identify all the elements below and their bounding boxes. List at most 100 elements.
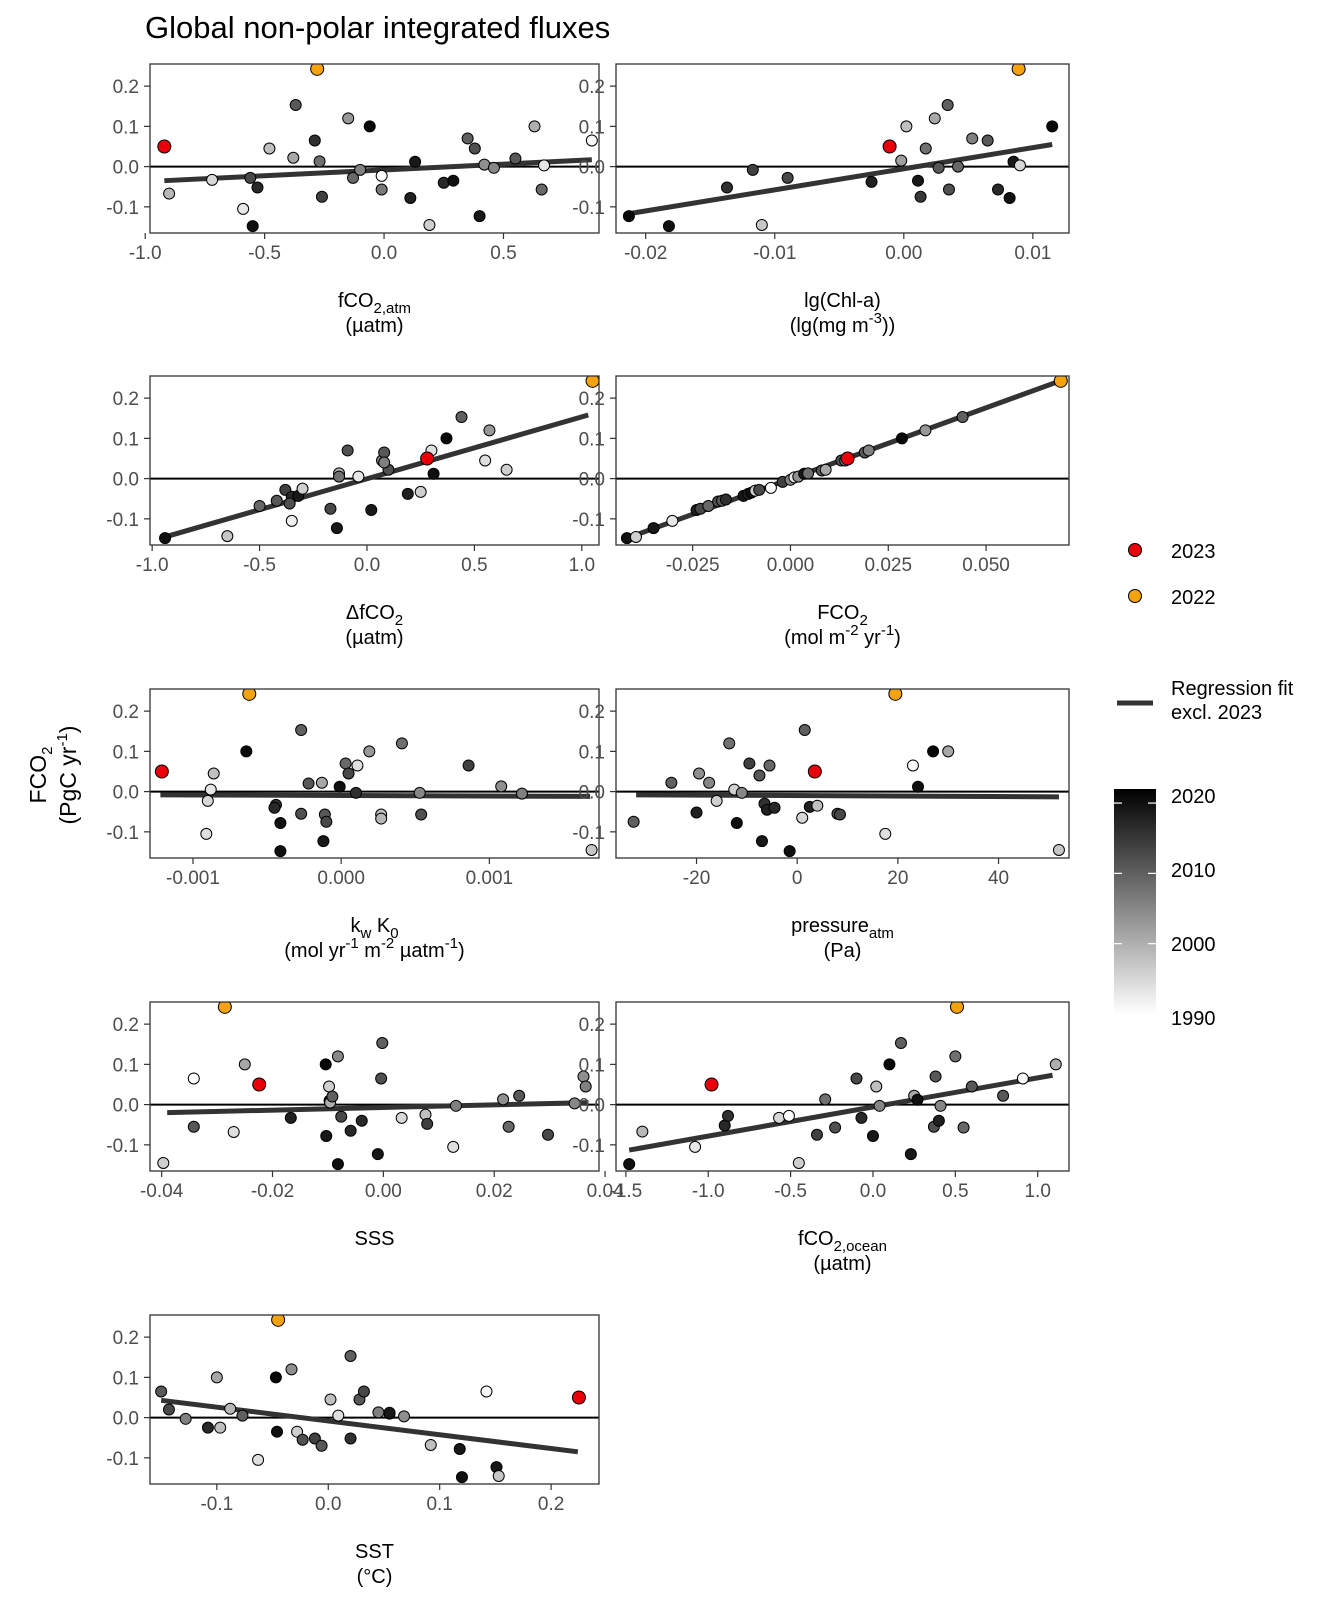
x-tick-label: 0.04 bbox=[587, 1181, 624, 1202]
point bbox=[665, 776, 678, 789]
point bbox=[894, 1037, 907, 1050]
y-tick-label: -0.1 bbox=[572, 510, 605, 531]
x-tick-label: 40 bbox=[988, 868, 1009, 889]
x-tick-label: -1.0 bbox=[692, 1181, 725, 1202]
point bbox=[271, 1425, 284, 1438]
point bbox=[224, 1402, 237, 1415]
legend-regression-label-line2: excl. 2023 bbox=[1171, 702, 1262, 724]
x-axis-label: SST bbox=[355, 1541, 394, 1563]
point bbox=[244, 171, 257, 184]
regression-line bbox=[167, 1100, 589, 1116]
point bbox=[355, 1114, 368, 1127]
point bbox=[324, 502, 337, 515]
panel-data bbox=[159, 376, 599, 545]
x-axis-label: fCO2,ocean bbox=[798, 1228, 887, 1255]
panel-border bbox=[615, 375, 1070, 546]
point bbox=[447, 1140, 460, 1153]
point bbox=[455, 1471, 468, 1484]
y-tick-label: 0.2 bbox=[579, 77, 605, 98]
x-axis-label: pressureatm bbox=[791, 915, 894, 942]
panel-border bbox=[149, 1314, 600, 1485]
point bbox=[455, 411, 468, 424]
point bbox=[424, 1438, 437, 1451]
y-tick-label: -0.1 bbox=[572, 1136, 605, 1157]
x-axis-label-unit: (Pa) bbox=[824, 940, 862, 962]
y-tick-label: 0.1 bbox=[113, 117, 139, 138]
point bbox=[932, 1114, 945, 1127]
point bbox=[647, 522, 660, 535]
point bbox=[291, 1425, 304, 1438]
x-axis-label-unit-part-3: -1 bbox=[881, 622, 894, 639]
x-tick-label: 0.000 bbox=[767, 555, 815, 576]
point bbox=[449, 1099, 462, 1112]
point-2022 bbox=[242, 689, 257, 701]
panel-data bbox=[623, 1002, 1062, 1171]
point bbox=[333, 780, 346, 793]
point-2023 bbox=[154, 764, 169, 779]
point bbox=[344, 1432, 357, 1445]
point bbox=[710, 794, 723, 807]
point bbox=[378, 446, 391, 459]
point bbox=[274, 845, 287, 858]
x-axis-label-part-0: ΔfCO bbox=[346, 602, 395, 624]
x-tick-label: 0.00 bbox=[365, 1181, 402, 1202]
point bbox=[500, 463, 513, 476]
panel-data bbox=[155, 1315, 586, 1484]
point bbox=[513, 1089, 526, 1102]
x-tick-label: -20 bbox=[683, 868, 710, 889]
point bbox=[376, 1037, 389, 1050]
point bbox=[895, 432, 908, 445]
regression-line bbox=[636, 792, 1059, 800]
y-tick-label: 0.0 bbox=[113, 158, 139, 179]
point bbox=[956, 411, 969, 424]
y-tick-label: 0.1 bbox=[113, 742, 139, 763]
point bbox=[763, 759, 776, 772]
point bbox=[363, 745, 376, 758]
point-2023 bbox=[882, 139, 897, 154]
point bbox=[323, 1080, 336, 1093]
point bbox=[666, 514, 679, 527]
point bbox=[333, 470, 346, 483]
point-2022 bbox=[217, 1002, 232, 1014]
point bbox=[240, 745, 253, 758]
legend-label-2022: 2022 bbox=[1171, 587, 1216, 609]
point bbox=[308, 134, 321, 147]
x-tick-label: 0.0 bbox=[315, 1494, 341, 1515]
x-tick-label: 0.0 bbox=[371, 243, 397, 264]
point bbox=[941, 99, 954, 112]
point bbox=[850, 1072, 863, 1085]
x-axis-label: FCO2 bbox=[817, 602, 868, 629]
point bbox=[269, 1371, 282, 1384]
point bbox=[773, 1111, 786, 1124]
point bbox=[284, 1111, 297, 1124]
point bbox=[462, 759, 475, 772]
x-tick-label: 0.000 bbox=[317, 868, 365, 889]
x-axis-label-unit-part-0: (°C) bbox=[357, 1566, 393, 1588]
point bbox=[375, 169, 388, 182]
x-tick-label: -0.02 bbox=[624, 243, 667, 264]
point bbox=[251, 181, 264, 194]
x-tick-label: 0.2 bbox=[538, 1494, 564, 1515]
point bbox=[585, 843, 598, 856]
point bbox=[702, 499, 715, 512]
point bbox=[914, 190, 927, 203]
panel-fco2-atm: 0.2 0.1 0.0 -0.1 -1.0 -0.5 0.0 0.5 fCO2,atm(µatm… bbox=[106, 63, 600, 337]
x-axis-label-part-1: 2 bbox=[859, 612, 867, 629]
x-axis-label-unit: (°C) bbox=[357, 1566, 393, 1588]
point bbox=[270, 494, 283, 507]
x-axis-label-unit-part-3: -2 bbox=[381, 935, 394, 952]
y-tick-label: 0.2 bbox=[113, 1015, 139, 1036]
point bbox=[447, 174, 460, 187]
point bbox=[283, 497, 296, 510]
point bbox=[179, 1412, 192, 1425]
point bbox=[535, 183, 548, 196]
point bbox=[313, 155, 326, 168]
point bbox=[427, 467, 440, 480]
point bbox=[796, 811, 809, 824]
y-tick-label: 0.0 bbox=[579, 1096, 605, 1117]
legend-regression-label-line1: Regression fit bbox=[1171, 678, 1294, 700]
x-axis-label-part-1: 2 bbox=[395, 612, 403, 629]
point bbox=[357, 1385, 370, 1398]
point bbox=[206, 173, 219, 186]
point bbox=[155, 1385, 168, 1398]
